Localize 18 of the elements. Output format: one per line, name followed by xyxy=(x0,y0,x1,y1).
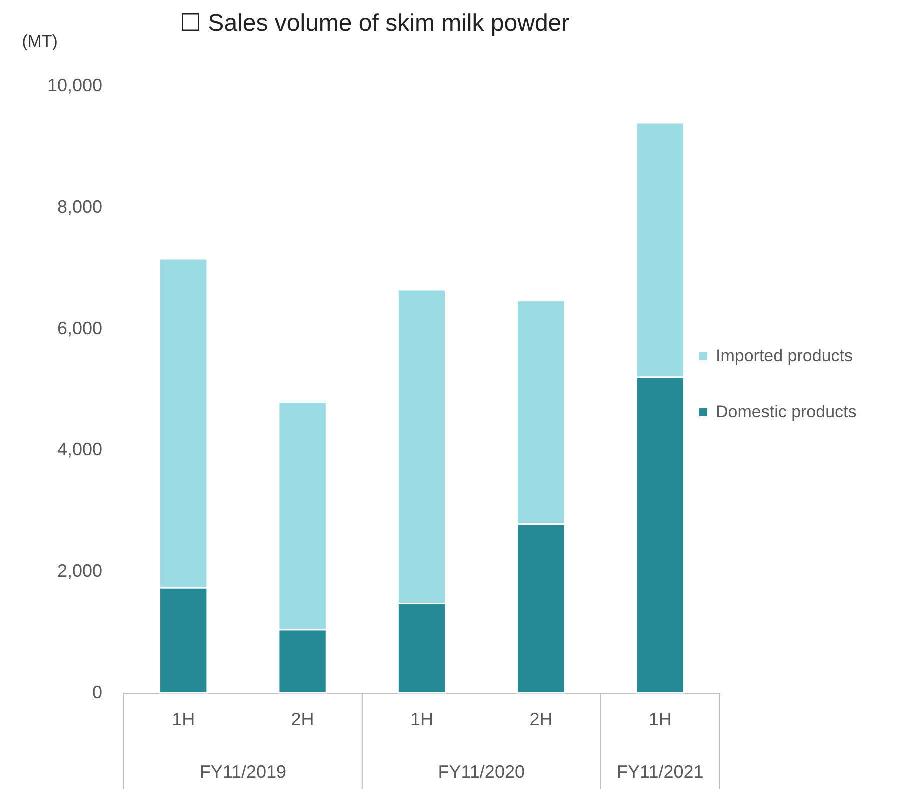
x-tick-label: 2H xyxy=(530,710,553,730)
x-tick-label: 1H xyxy=(648,710,672,730)
x-tick-label: 1H xyxy=(410,710,434,730)
y-tick-label: 6,000 xyxy=(57,318,102,338)
y-tick-label: 4,000 xyxy=(57,440,102,460)
legend-label: Imported products xyxy=(716,346,854,366)
x-tick-label: 1H xyxy=(172,710,196,730)
y-axis-title: (MT) xyxy=(22,32,58,51)
y-tick-label: 10,000 xyxy=(47,76,102,96)
y-tick-label: 2,000 xyxy=(57,561,102,582)
text: FY11/2019 xyxy=(200,762,287,782)
x-tick-label: 2H xyxy=(291,710,314,730)
y-tick-label: 0 xyxy=(92,682,102,702)
text: FY11/2020 xyxy=(438,762,525,782)
text: FY11/2021 xyxy=(617,762,704,782)
chart-title: ☐ Sales volume of skim milk powder xyxy=(180,10,570,37)
y-tick-label: 8,000 xyxy=(57,196,102,217)
legend-label: Domestic products xyxy=(716,402,857,422)
